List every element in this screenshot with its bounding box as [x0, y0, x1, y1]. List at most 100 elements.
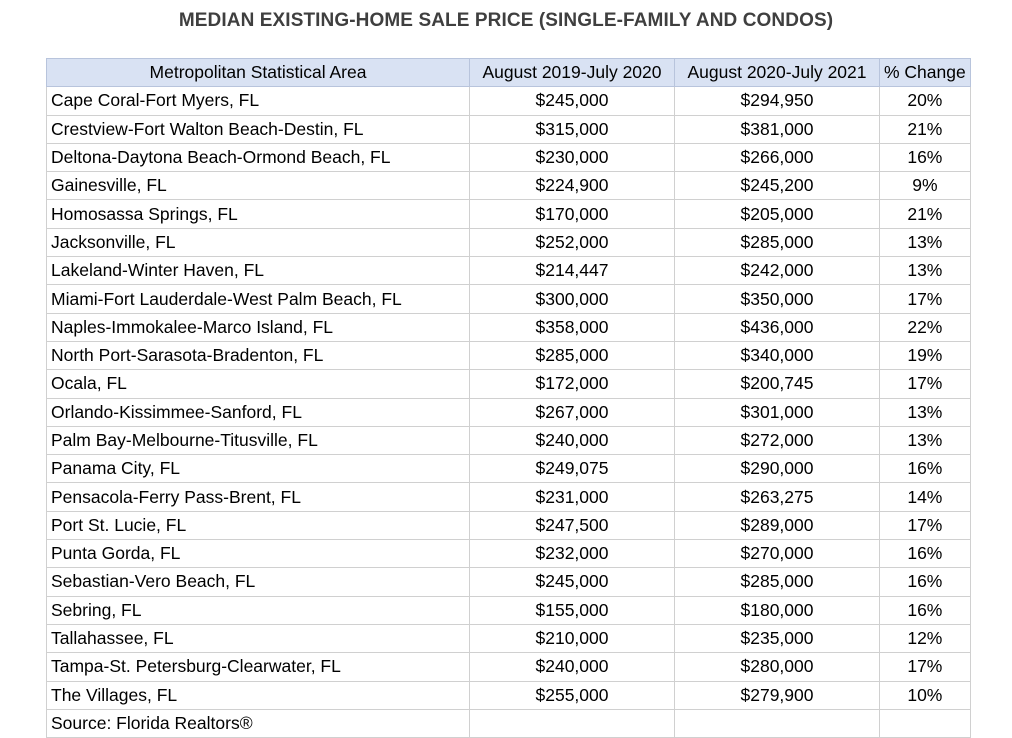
header-period-2019-2020: August 2019-July 2020: [469, 57, 675, 88]
price-2020-2021-cell: $263,275: [674, 482, 880, 512]
price-2019-2020-cell: $224,900: [469, 171, 675, 201]
price-2020-2021-cell: $272,000: [674, 425, 880, 456]
table-row: Ocala, FL $172,000 $200,745 17%: [46, 369, 971, 399]
area-cell: Orlando-Kissimmee-Sanford, FL: [46, 397, 470, 427]
percent-change-cell: 13%: [879, 227, 971, 258]
percent-change-cell: 21%: [879, 114, 971, 144]
percent-change-cell: 17%: [879, 284, 971, 314]
table-row: Port St. Lucie, FL $247,500 $289,000 17%: [46, 510, 971, 541]
table-row: Pensacola-Ferry Pass-Brent, FL $231,000 $2…: [46, 482, 971, 512]
price-2020-2021-cell: $180,000: [674, 595, 880, 625]
percent-change-cell: 16%: [879, 595, 971, 625]
price-2019-2020-cell: $170,000: [469, 199, 675, 229]
price-2020-2021-cell: $290,000: [674, 454, 880, 484]
price-2019-2020-cell: $285,000: [469, 340, 675, 371]
percent-change-cell: 13%: [879, 397, 971, 427]
price-2020-2021-cell: $381,000: [674, 114, 880, 144]
table-row: Palm Bay-Melbourne-Titusville, FL $240,00…: [46, 425, 971, 456]
price-2020-2021-cell: $294,950: [674, 86, 880, 116]
price-2020-2021-cell: $340,000: [674, 340, 880, 371]
table-row: Sebastian-Vero Beach, FL $245,000 $285,000…: [46, 567, 971, 597]
price-2020-2021-cell: $245,200: [674, 171, 880, 201]
table-row: Tallahassee, FL $210,000 $235,000 12%: [46, 623, 971, 654]
area-cell: Punta Gorda, FL: [46, 539, 470, 569]
price-2019-2020-cell: $267,000: [469, 397, 675, 427]
area-cell: Cape Coral-Fort Myers, FL: [46, 86, 470, 116]
area-cell: Sebring, FL: [46, 595, 470, 625]
table-row: Homosassa Springs, FL $170,000 $205,000 21%: [46, 199, 971, 229]
price-table: Metropolitan Statistical Area August 201…: [46, 57, 971, 738]
price-2019-2020-cell: $247,500: [469, 510, 675, 541]
price-2019-2020-cell: $249,075: [469, 454, 675, 484]
area-cell: Ocala, FL: [46, 369, 470, 399]
table-row: North Port-Sarasota-Bradenton, FL $285,00…: [46, 340, 971, 371]
price-2019-2020-cell: $231,000: [469, 482, 675, 512]
area-cell: The Villages, FL: [46, 680, 470, 710]
percent-change-cell: 16%: [879, 567, 971, 597]
area-cell: Lakeland-Winter Haven, FL: [46, 256, 470, 286]
empty-cell: [469, 708, 675, 738]
price-2019-2020-cell: $252,000: [469, 227, 675, 258]
percent-change-cell: 16%: [879, 454, 971, 484]
table-row: Panama City, FL $249,075 $290,000 16%: [46, 454, 971, 484]
price-2019-2020-cell: $210,000: [469, 623, 675, 654]
price-2019-2020-cell: $155,000: [469, 595, 675, 625]
empty-cell: [879, 708, 971, 738]
table-row: Punta Gorda, FL $232,000 $270,000 16%: [46, 539, 971, 569]
source-note: Source: Florida Realtors®: [46, 708, 470, 738]
area-cell: Palm Bay-Melbourne-Titusville, FL: [46, 425, 470, 456]
area-cell: Sebastian-Vero Beach, FL: [46, 567, 470, 597]
percent-change-cell: 13%: [879, 425, 971, 456]
price-2020-2021-cell: $205,000: [674, 199, 880, 229]
table-title: MEDIAN EXISTING-HOME SALE PRICE (SINGLE-…: [178, 10, 834, 31]
area-cell: North Port-Sarasota-Bradenton, FL: [46, 340, 470, 371]
percent-change-cell: 9%: [879, 171, 971, 201]
area-cell: Miami-Fort Lauderdale-West Palm Beach, F…: [46, 284, 470, 314]
price-2020-2021-cell: $285,000: [674, 227, 880, 258]
percent-change-cell: 12%: [879, 623, 971, 654]
area-cell: Pensacola-Ferry Pass-Brent, FL: [46, 482, 470, 512]
table-row: Miami-Fort Lauderdale-West Palm Beach, F…: [46, 284, 971, 314]
price-2020-2021-cell: $242,000: [674, 256, 880, 286]
price-2020-2021-cell: $436,000: [674, 312, 880, 342]
area-cell: Deltona-Daytona Beach-Ormond Beach, FL: [46, 142, 470, 173]
table-row: Lakeland-Winter Haven, FL $214,447 $242,00…: [46, 256, 971, 286]
price-2020-2021-cell: $279,900: [674, 680, 880, 710]
percent-change-cell: 20%: [879, 86, 971, 116]
price-2019-2020-cell: $315,000: [469, 114, 675, 144]
price-2019-2020-cell: $358,000: [469, 312, 675, 342]
table-row: Orlando-Kissimmee-Sanford, FL $267,000 $30…: [46, 397, 971, 427]
price-2020-2021-cell: $200,745: [674, 369, 880, 399]
price-2020-2021-cell: $285,000: [674, 567, 880, 597]
price-2020-2021-cell: $270,000: [674, 539, 880, 569]
percent-change-cell: 14%: [879, 482, 971, 512]
percent-change-cell: 22%: [879, 312, 971, 342]
price-2019-2020-cell: $240,000: [469, 652, 675, 682]
percent-change-cell: 19%: [879, 340, 971, 371]
area-cell: Naples-Immokalee-Marco Island, FL: [46, 312, 470, 342]
area-cell: Tampa-St. Petersburg-Clearwater, FL: [46, 652, 470, 682]
table-row: Naples-Immokalee-Marco Island, FL $358,00…: [46, 312, 971, 342]
area-cell: Homosassa Springs, FL: [46, 199, 470, 229]
table-body: Cape Coral-Fort Myers, FL $245,000 $294,95…: [46, 86, 971, 710]
price-2019-2020-cell: $240,000: [469, 425, 675, 456]
percent-change-cell: 10%: [879, 680, 971, 710]
header-area: Metropolitan Statistical Area: [46, 57, 470, 88]
table-row: Sebring, FL $155,000 $180,000 16%: [46, 595, 971, 625]
price-2019-2020-cell: $245,000: [469, 86, 675, 116]
source-row: Source: Florida Realtors®: [46, 708, 971, 738]
price-2019-2020-cell: $172,000: [469, 369, 675, 399]
header-percent-change: % Change: [879, 57, 971, 88]
price-2019-2020-cell: $214,447: [469, 256, 675, 286]
price-2019-2020-cell: $232,000: [469, 539, 675, 569]
percent-change-cell: 17%: [879, 510, 971, 541]
price-2019-2020-cell: $230,000: [469, 142, 675, 173]
table-row: Crestview-Fort Walton Beach-Destin, FL $3…: [46, 114, 971, 144]
header-row: Metropolitan Statistical Area August 201…: [46, 57, 971, 88]
percent-change-cell: 17%: [879, 369, 971, 399]
percent-change-cell: 16%: [879, 539, 971, 569]
price-2020-2021-cell: $350,000: [674, 284, 880, 314]
price-2019-2020-cell: $300,000: [469, 284, 675, 314]
table-row: Gainesville, FL $224,900 $245,200 9%: [46, 171, 971, 201]
area-cell: Port St. Lucie, FL: [46, 510, 470, 541]
